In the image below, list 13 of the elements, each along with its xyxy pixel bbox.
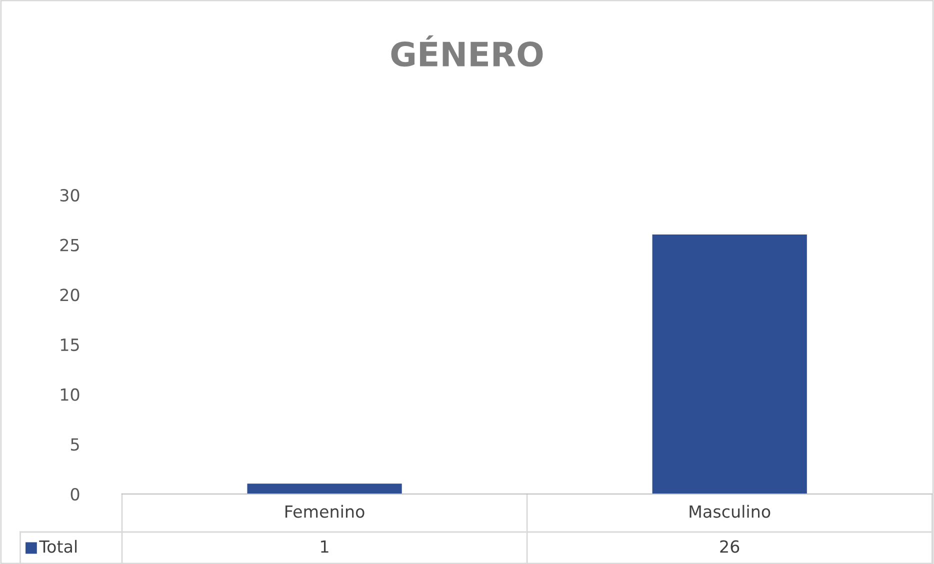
x-tick-label: Femenino <box>285 504 364 518</box>
y-tick-label: 0 <box>70 488 80 501</box>
y-tick-label: 15 <box>60 338 79 352</box>
text: Total <box>39 540 77 553</box>
data-label: 26 <box>720 540 740 553</box>
y-tick-label: 30 <box>60 188 80 202</box>
y-tick-label: 10 <box>60 388 80 401</box>
y-tick-label: 5 <box>71 438 79 451</box>
y-tick-label: 20 <box>60 288 80 302</box>
y-tick-label: 25 <box>60 238 79 252</box>
chart-title: GÉNERO <box>391 35 543 67</box>
data-label: 1 <box>321 540 328 553</box>
x-tick-label: Masculino <box>690 504 770 518</box>
